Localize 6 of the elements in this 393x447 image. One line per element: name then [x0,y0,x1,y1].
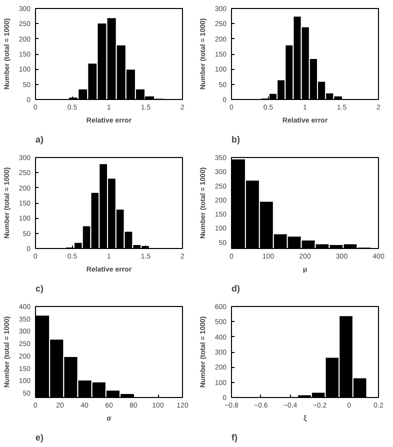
text: b) [232,134,240,144]
text: d) [232,284,240,294]
text: e) [36,432,44,442]
text: c) [36,284,44,294]
text: a) [36,134,44,144]
text: f) [232,432,238,442]
